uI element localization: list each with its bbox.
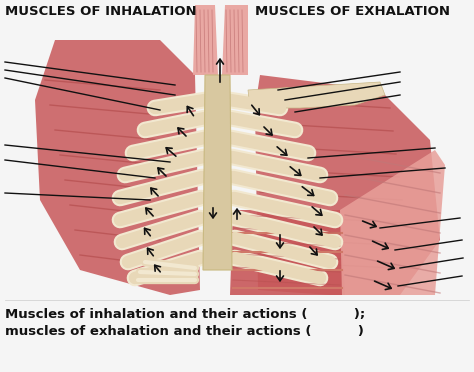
Text: muscles of exhalation and their actions (          ): muscles of exhalation and their actions … [5,325,364,338]
Text: MUSCLES OF EXHALATION: MUSCLES OF EXHALATION [255,5,450,18]
Polygon shape [340,150,445,295]
Polygon shape [230,210,345,295]
Text: MUSCLES OF INHALATION: MUSCLES OF INHALATION [5,5,197,18]
Polygon shape [193,5,218,75]
Polygon shape [203,75,232,270]
Polygon shape [222,5,248,75]
Polygon shape [255,75,440,295]
Text: Muscles of inhalation and their actions (          );: Muscles of inhalation and their actions … [5,308,365,321]
Polygon shape [35,40,200,295]
Polygon shape [248,82,385,108]
Bar [0,295,474,372]
